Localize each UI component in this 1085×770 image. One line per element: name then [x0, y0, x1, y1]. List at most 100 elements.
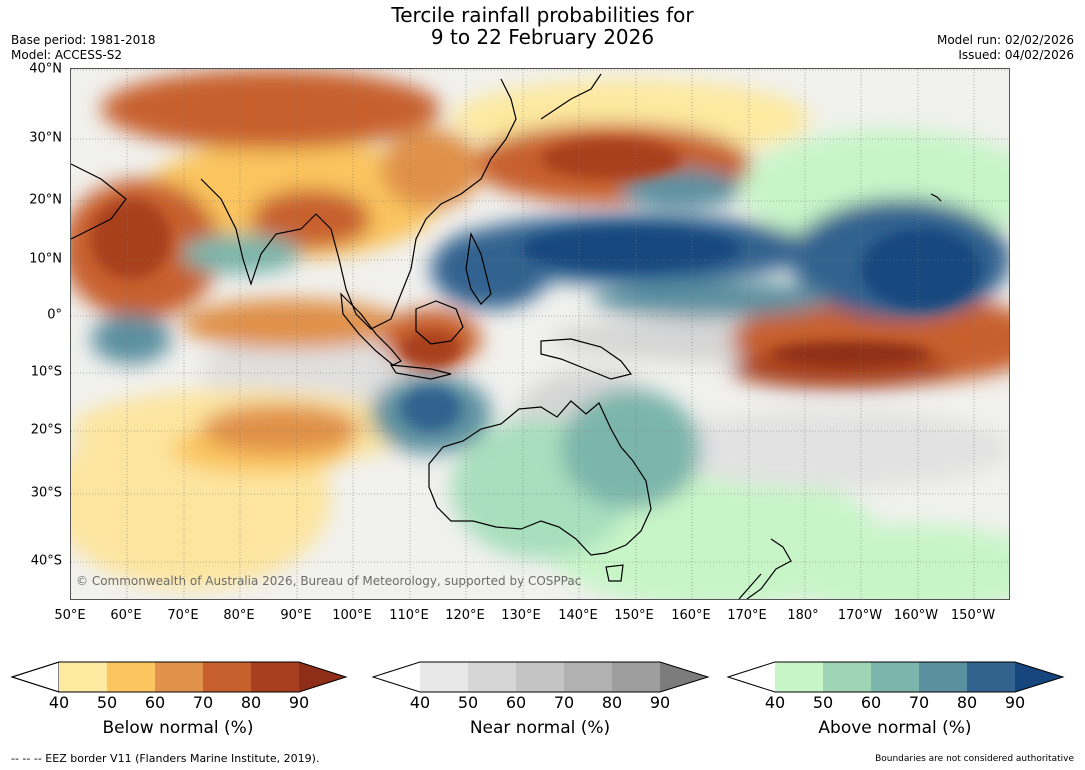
colorbar-above-segment-1: [775, 662, 823, 692]
lon-label-160w: 160°W: [893, 608, 939, 623]
map-title: Tercile rainfall probabilities for 9 to …: [0, 4, 1085, 48]
above-tick-40: 40: [764, 693, 786, 712]
colorbar-below-segment-1: [59, 662, 107, 692]
model-name: Model: ACCESS-S2: [11, 48, 123, 62]
lat-label-40n: 40°N: [29, 61, 62, 77]
lon-label-120e: 120°E: [445, 608, 485, 623]
colorbar-below-segment-4: [203, 662, 251, 692]
colorbar-above-segment-3: [871, 662, 919, 692]
hawaii-coast: [930, 193, 942, 202]
below-tick-40: 40: [48, 693, 70, 712]
lon-label-180: 180°: [787, 608, 819, 623]
eez-border-note: -- -- -- EEZ border V11 (Flanders Marine…: [11, 752, 320, 765]
lon-label-170w: 170°W: [837, 608, 883, 623]
colorbar-near-segment-2: [468, 662, 516, 692]
se-asia-coast: [315, 78, 517, 330]
colorbar-near-segment-3: [516, 662, 564, 692]
near-tick-90: 90: [649, 693, 671, 712]
lat-label-40s: 40°S: [30, 553, 62, 569]
java-coast: [389, 364, 452, 380]
map-gridlines: [71, 69, 1009, 599]
lon-label-140e: 140°E: [558, 608, 598, 623]
colorbars-svg: [10, 661, 1065, 693]
below-tick-80: 80: [240, 693, 262, 712]
colorbar-above-segment-0: [728, 662, 775, 692]
lat-label-10s: 10°S: [30, 364, 62, 380]
australia-coast: [428, 400, 652, 556]
issued-date: Issued: 04/02/2026: [958, 48, 1074, 62]
boundaries-disclaimer: Boundaries are not considered authoritat…: [875, 754, 1074, 764]
above-tick-50: 50: [812, 693, 834, 712]
sumatra-coast: [340, 292, 402, 366]
lon-label-170e: 170°E: [727, 608, 767, 623]
rainfall-map: [70, 68, 1010, 600]
colorbar-below: [10, 661, 348, 693]
philippines-coast: [465, 232, 492, 305]
near-tick-80: 80: [601, 693, 623, 712]
below-tick-50: 50: [96, 693, 118, 712]
meta-left: Base period: 1981-2018 Model: ACCESS-S2: [11, 33, 156, 63]
colorbar-below-segment-5: [251, 662, 299, 692]
lat-label-20s: 20°S: [30, 422, 62, 438]
above-normal-title: Above normal (%): [818, 718, 972, 738]
colorbar-above-segment-6: [1015, 662, 1063, 692]
new-guinea-coast: [540, 338, 633, 380]
lon-label-130e: 130°E: [501, 608, 541, 623]
india-coast: [200, 178, 317, 286]
below-tick-60: 60: [144, 693, 166, 712]
near-tick-50: 50: [457, 693, 479, 712]
colorbar-near-segment-5: [612, 662, 660, 692]
above-tick-70: 70: [908, 693, 930, 712]
copyright-text: © Commonwealth of Australia 2026, Bureau…: [76, 574, 582, 588]
colorbar-below-segment-3: [155, 662, 203, 692]
near-tick-40: 40: [409, 693, 431, 712]
near-tick-70: 70: [553, 693, 575, 712]
lat-label-30s: 30°S: [30, 485, 62, 501]
colorbar-above: [726, 661, 1065, 693]
probability-field-base: [71, 69, 1009, 599]
title-line-1: Tercile rainfall probabilities for: [391, 3, 694, 27]
lon-label-150w: 150°W: [950, 608, 996, 623]
colorbar-near-segment-0: [373, 662, 420, 692]
lon-label-160e: 160°E: [671, 608, 711, 623]
lat-label-30n: 30°N: [29, 130, 62, 146]
colorbar-above-segment-5: [967, 662, 1015, 692]
new-zealand-coast: [738, 538, 792, 599]
arabia-coast: [71, 163, 127, 240]
near-normal-title: Near normal (%): [469, 718, 611, 738]
colorbar-near-segment-1: [420, 662, 468, 692]
colorbar-near-segment-6: [660, 662, 708, 692]
colorbar-below-segment-6: [299, 662, 346, 692]
lon-label-80e: 80°E: [223, 608, 255, 623]
rainfall-map-svg: [71, 69, 1009, 599]
below-tick-90: 90: [288, 693, 310, 712]
colorbar-near: [371, 661, 710, 693]
lon-label-70e: 70°E: [167, 608, 199, 623]
colorbar-below-segment-0: [10, 661, 60, 693]
lat-label-10n: 10°N: [29, 251, 62, 267]
colorbar-near-segment-4: [564, 662, 612, 692]
title-line-2: 9 to 22 February 2026: [430, 25, 655, 49]
lon-label-110e: 110°E: [389, 608, 429, 623]
meta-right: Model run: 02/02/2026 Issued: 04/02/2026: [937, 33, 1074, 63]
lat-label-20n: 20°N: [29, 192, 62, 208]
above-tick-90: 90: [1004, 693, 1026, 712]
colorbar-above-segment-4: [919, 662, 967, 692]
lon-label-60e: 60°E: [110, 608, 142, 623]
tasmania-coast: [605, 564, 624, 582]
colorbar-above-segment-2: [823, 662, 871, 692]
japan-coast: [540, 73, 602, 120]
near-tick-60: 60: [505, 693, 527, 712]
below-normal-title: Below normal (%): [102, 718, 254, 738]
lon-label-90e: 90°E: [280, 608, 312, 623]
above-tick-80: 80: [956, 693, 978, 712]
borneo-coast: [415, 300, 464, 345]
colorbar-below-segment-2: [107, 662, 155, 692]
model-run: Model run: 02/02/2026: [936, 33, 1074, 47]
lon-label-50e: 50°E: [54, 608, 86, 623]
below-tick-70: 70: [192, 693, 214, 712]
above-tick-60: 60: [860, 693, 882, 712]
base-period: Base period: 1981-2018: [11, 33, 156, 47]
coastlines: [71, 73, 942, 599]
lat-label-0: 0°: [47, 307, 62, 323]
